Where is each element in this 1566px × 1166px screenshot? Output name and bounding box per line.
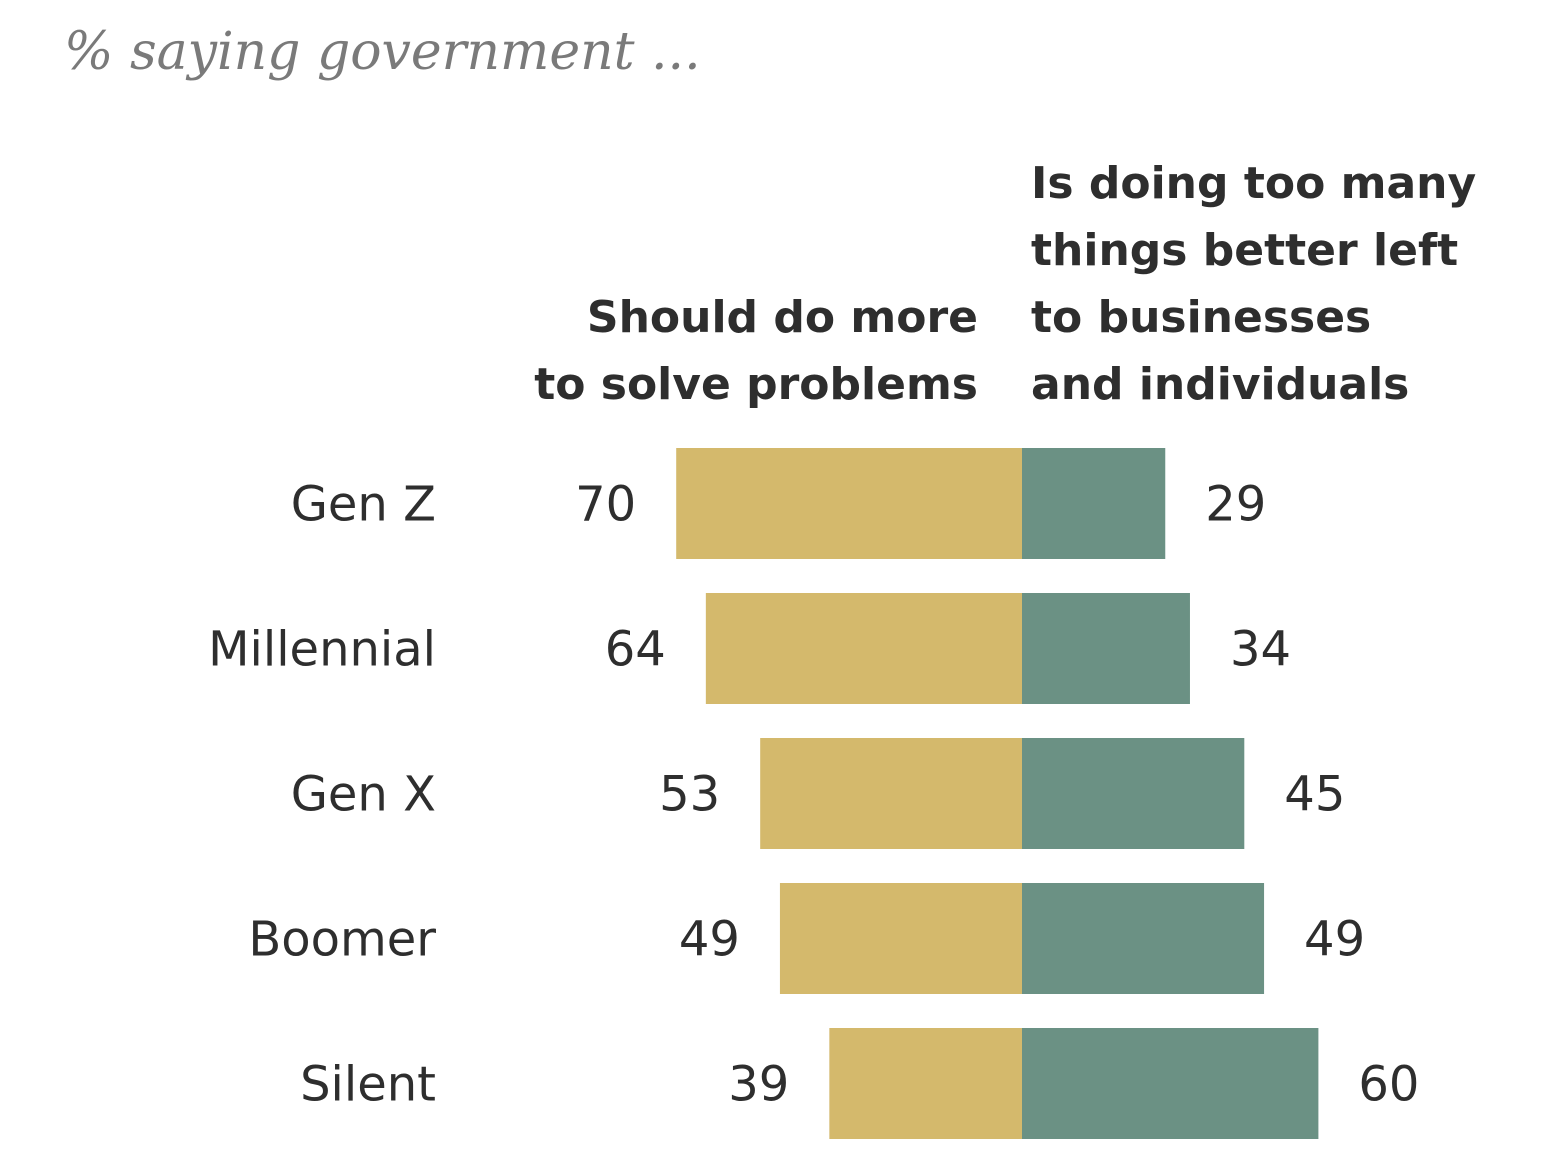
bar-series-0	[779, 883, 1022, 994]
series-header-line: Should do more	[586, 292, 978, 343]
bar-series-1	[1022, 1028, 1319, 1139]
bar-series-0	[760, 738, 1022, 849]
data-label-series-0: 64	[605, 622, 666, 678]
data-label-series-1: 49	[1304, 912, 1365, 968]
category-label: Millennial	[208, 622, 436, 678]
category-label: Silent	[300, 1057, 436, 1113]
bar-series-0	[705, 593, 1022, 704]
chart-subtitle: % saying government ...	[64, 22, 701, 82]
data-label-series-1: 29	[1205, 477, 1266, 533]
bar-series-1	[1022, 883, 1265, 994]
data-label-series-1: 45	[1284, 767, 1345, 823]
bar-series-1	[1022, 448, 1166, 559]
data-label-series-1: 60	[1358, 1057, 1419, 1113]
data-label-series-0: 70	[575, 477, 636, 533]
series-header-line: Is doing too many	[1031, 158, 1477, 209]
bar-series-1	[1022, 593, 1190, 704]
data-label-series-0: 49	[679, 912, 740, 968]
series-header-line: things better left	[1031, 225, 1459, 276]
series-header-should-do-more: Should do more to solve problems	[534, 284, 978, 418]
series-header-line: to businesses	[1031, 292, 1372, 343]
series-header-line: and individuals	[1031, 359, 1410, 410]
category-label: Boomer	[248, 912, 436, 968]
bar-series-0	[676, 448, 1022, 559]
series-header-doing-too-many: Is doing too many things better left to …	[1031, 150, 1476, 418]
bar-series-1	[1022, 738, 1245, 849]
category-label: Gen X	[291, 767, 436, 823]
data-label-series-1: 34	[1230, 622, 1291, 678]
category-label: Gen Z	[291, 477, 436, 533]
data-label-series-0: 53	[659, 767, 720, 823]
data-label-series-0: 39	[728, 1057, 789, 1113]
bar-series-0	[829, 1028, 1022, 1139]
series-header-line: to solve problems	[534, 359, 978, 410]
